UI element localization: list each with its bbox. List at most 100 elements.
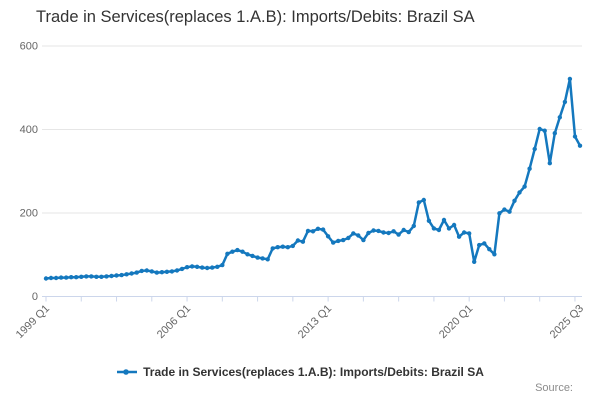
data-point-marker [210, 265, 215, 270]
data-point-marker [63, 275, 69, 280]
legend-line-marker-icon [117, 369, 138, 375]
x-axis-label: 2013 Q1 [296, 303, 334, 341]
data-point-marker [74, 275, 79, 280]
data-point-marker [341, 237, 346, 243]
data-point-marker [371, 228, 376, 233]
data-point-marker [320, 227, 326, 232]
data-point-marker [154, 270, 159, 275]
data-point-marker [451, 222, 457, 228]
data-point-marker [215, 264, 220, 269]
x-axis-label: 2020 Q1 [437, 303, 475, 341]
data-point-marker [114, 273, 119, 278]
x-axis-label: 2006 Q1 [155, 303, 193, 341]
data-point-marker [441, 217, 447, 223]
data-point-marker [411, 223, 416, 229]
data-point-marker [84, 274, 89, 279]
data-point-marker [119, 272, 124, 278]
data-point-marker [567, 76, 573, 82]
y-axis-label: 400 [20, 124, 38, 136]
data-point-marker [134, 270, 139, 275]
data-point-marker [79, 274, 84, 279]
data-point-marker [325, 234, 331, 239]
data-point-marker [205, 265, 210, 271]
data-point-marker [577, 143, 583, 148]
data-point-marker [446, 226, 452, 231]
data-point-marker [300, 239, 306, 244]
data-point-marker [43, 276, 49, 281]
data-point-marker [507, 209, 512, 214]
data-point-marker [285, 245, 290, 250]
data-point-marker [401, 227, 406, 233]
data-point-marker [290, 243, 295, 249]
data-point-marker [517, 190, 522, 195]
data-point-marker [295, 238, 301, 243]
source-label: Source: [535, 382, 573, 394]
y-axis-label: 600 [20, 41, 38, 53]
data-point-marker [472, 259, 477, 264]
data-point-marker [537, 126, 542, 132]
data-point-marker [69, 275, 74, 280]
data-point-marker [139, 268, 144, 274]
data-point-marker [346, 235, 351, 241]
data-point-marker [235, 247, 240, 253]
data-point-marker [89, 274, 94, 279]
data-point-marker [179, 266, 185, 272]
data-point-marker [381, 230, 386, 235]
data-point-marker [522, 184, 527, 189]
data-point-marker [482, 241, 487, 246]
data-point-marker [331, 240, 336, 245]
data-point-marker [552, 131, 557, 136]
data-point-marker [149, 269, 154, 274]
data-point-marker [456, 234, 462, 239]
data-point-marker [467, 231, 472, 236]
data-point-marker [391, 229, 396, 234]
data-point-marker [48, 275, 54, 281]
data-point-marker [245, 252, 250, 257]
data-point-marker [416, 200, 421, 205]
data-point-marker [431, 226, 437, 231]
data-point-marker [386, 230, 391, 236]
data-point-marker [220, 262, 225, 268]
data-point-marker [174, 268, 180, 273]
data-point-marker [305, 228, 311, 234]
data-point-marker [144, 268, 149, 273]
y-axis-label: 200 [20, 208, 38, 220]
data-point-marker [502, 207, 507, 212]
data-point-marker [99, 274, 104, 279]
data-point-marker [436, 227, 442, 233]
data-point-marker [109, 273, 114, 279]
data-point-marker [194, 264, 200, 269]
legend: Trade in Services(replaces 1.A.B): Impor… [0, 362, 600, 382]
data-point-marker [250, 253, 255, 259]
data-point-marker [275, 245, 280, 250]
data-point-marker [270, 246, 275, 251]
data-point-marker [104, 274, 109, 279]
data-point-marker [497, 211, 502, 216]
data-point-marker [361, 237, 366, 243]
data-point-marker [240, 249, 245, 254]
data-point-marker [200, 265, 205, 270]
data-point-marker [189, 264, 195, 269]
data-point-marker [527, 166, 532, 171]
x-axis-label: 1999 Q1 [14, 303, 52, 341]
legend-item[interactable]: Trade in Services(replaces 1.A.B): Impor… [116, 365, 484, 379]
data-point-marker [260, 256, 265, 261]
data-point-marker [396, 232, 401, 237]
data-point-marker [184, 265, 190, 270]
data-point-marker [94, 274, 99, 279]
data-point-marker [426, 218, 432, 223]
data-point-marker [310, 229, 316, 234]
data-point-marker [547, 161, 552, 166]
legend-dot [123, 369, 129, 375]
x-axis-label: 2025 Q3 [548, 303, 586, 341]
series-line [44, 77, 582, 280]
data-point-marker [336, 238, 341, 244]
data-point-marker [164, 269, 170, 274]
data-point-marker [255, 255, 260, 260]
data-point-marker [477, 242, 482, 248]
data-point-marker [129, 271, 134, 276]
data-point-marker [492, 252, 497, 257]
data-point-marker [461, 230, 467, 235]
